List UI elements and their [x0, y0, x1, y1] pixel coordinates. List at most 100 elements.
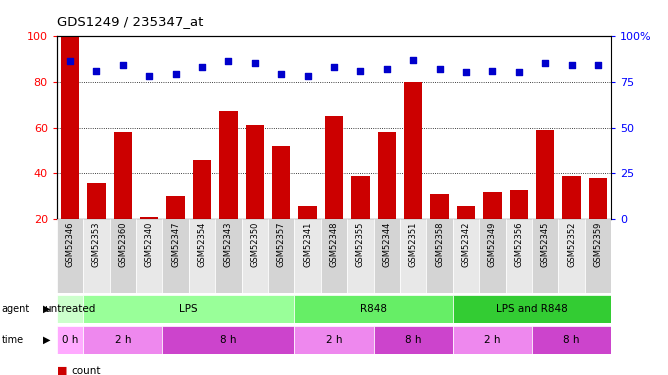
Bar [162, 326, 295, 354]
Point [118, 62, 128, 68]
Bar [589, 178, 607, 219]
Bar [162, 219, 189, 292]
Text: GSM52353: GSM52353 [92, 222, 101, 267]
Text: GSM52342: GSM52342 [462, 222, 470, 267]
Bar [189, 219, 215, 292]
Point [593, 62, 603, 68]
Text: GSM52348: GSM52348 [329, 222, 339, 267]
Text: 8 h: 8 h [220, 335, 236, 345]
Bar [457, 206, 475, 219]
Text: GSM52349: GSM52349 [488, 222, 497, 267]
Text: GSM52358: GSM52358 [435, 222, 444, 267]
Bar [373, 219, 400, 292]
Bar [295, 219, 321, 292]
Point [487, 68, 498, 74]
Bar [219, 111, 238, 219]
Text: LPS and R848: LPS and R848 [496, 304, 568, 314]
Text: GSM52357: GSM52357 [277, 222, 286, 267]
Text: R848: R848 [360, 304, 387, 314]
Text: LPS: LPS [180, 304, 198, 314]
Text: GSM52359: GSM52359 [594, 222, 603, 267]
Bar [57, 219, 84, 292]
Point [196, 64, 207, 70]
Point [249, 60, 260, 66]
Point [91, 68, 102, 74]
Text: agent: agent [1, 304, 29, 314]
Bar [351, 176, 369, 219]
Text: GSM52344: GSM52344 [382, 222, 391, 267]
Text: 8 h: 8 h [563, 335, 580, 345]
Point [329, 64, 339, 70]
Bar [246, 125, 264, 219]
Text: time: time [1, 335, 23, 345]
Bar [377, 132, 396, 219]
Bar [532, 326, 611, 354]
Bar [483, 192, 502, 219]
Bar [584, 219, 611, 292]
Bar [84, 295, 295, 323]
Bar [558, 219, 584, 292]
Bar [136, 219, 162, 292]
Bar [166, 196, 185, 219]
Point [170, 71, 181, 77]
Bar [87, 183, 106, 219]
Bar [299, 206, 317, 219]
Point [566, 62, 577, 68]
Bar [272, 146, 291, 219]
Point [223, 58, 234, 64]
Bar [453, 326, 532, 354]
Text: GSM52347: GSM52347 [171, 222, 180, 267]
Bar [506, 219, 532, 292]
Bar [84, 326, 162, 354]
Text: GSM52360: GSM52360 [118, 222, 128, 267]
Point [302, 73, 313, 79]
Point [355, 68, 366, 74]
Bar [536, 130, 554, 219]
Text: GSM52354: GSM52354 [198, 222, 206, 267]
Bar [430, 194, 449, 219]
Bar [295, 295, 453, 323]
Point [144, 73, 154, 79]
Point [434, 66, 445, 72]
Bar [140, 217, 158, 219]
Text: ■: ■ [57, 366, 67, 375]
Bar [84, 219, 110, 292]
Bar [215, 219, 242, 292]
Bar [61, 36, 79, 219]
Text: 2 h: 2 h [484, 335, 500, 345]
Bar [562, 176, 581, 219]
Bar [193, 160, 211, 219]
Text: 0 h: 0 h [62, 335, 78, 345]
Text: ▶: ▶ [43, 335, 50, 345]
Bar [57, 326, 84, 354]
Bar [400, 219, 426, 292]
Text: count: count [71, 366, 101, 375]
Bar [57, 295, 84, 323]
Text: untreated: untreated [44, 304, 96, 314]
Point [65, 58, 75, 64]
Bar [325, 116, 343, 219]
Text: GSM52343: GSM52343 [224, 222, 233, 267]
Bar [114, 132, 132, 219]
Bar [268, 219, 295, 292]
Text: GSM52345: GSM52345 [540, 222, 550, 267]
Text: GDS1249 / 235347_at: GDS1249 / 235347_at [57, 15, 203, 28]
Bar [404, 82, 422, 219]
Text: GSM52350: GSM52350 [250, 222, 259, 267]
Point [276, 71, 287, 77]
Bar [426, 219, 453, 292]
Text: GSM52346: GSM52346 [65, 222, 74, 267]
Text: GSM52351: GSM52351 [409, 222, 418, 267]
Bar [321, 219, 347, 292]
Point [461, 69, 472, 75]
Text: ▶: ▶ [43, 304, 50, 314]
Text: GSM52356: GSM52356 [514, 222, 523, 267]
Bar [295, 326, 373, 354]
Text: 8 h: 8 h [405, 335, 422, 345]
Text: GSM52341: GSM52341 [303, 222, 312, 267]
Text: 2 h: 2 h [326, 335, 342, 345]
Bar [532, 219, 558, 292]
Point [408, 57, 419, 63]
Text: GSM52355: GSM52355 [356, 222, 365, 267]
Bar [510, 189, 528, 219]
